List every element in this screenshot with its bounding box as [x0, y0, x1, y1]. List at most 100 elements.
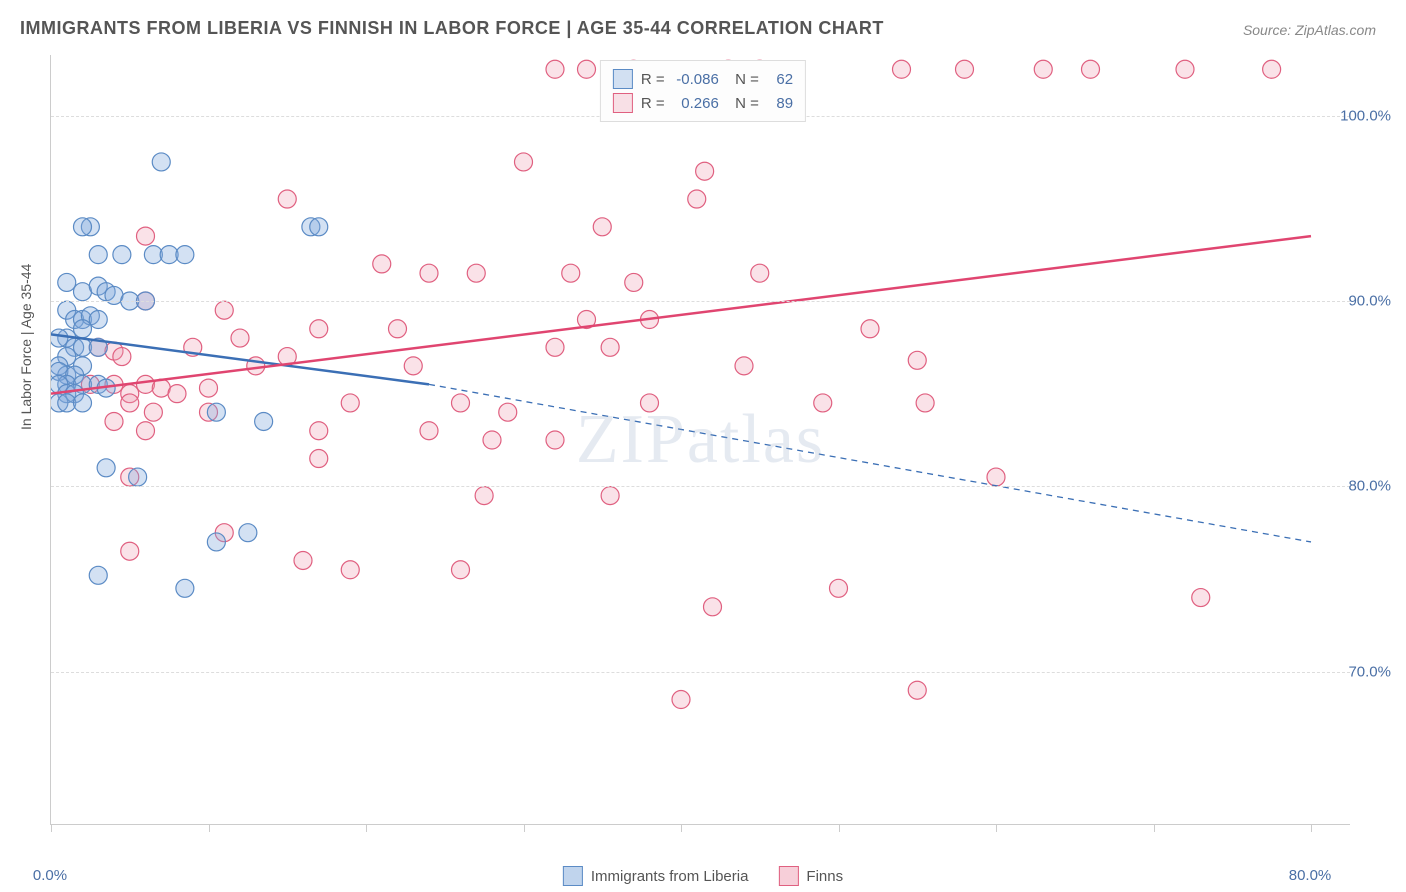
scatter-point — [625, 273, 643, 291]
scatter-point — [735, 357, 753, 375]
scatter-point — [1192, 589, 1210, 607]
scatter-point — [97, 459, 115, 477]
xtick-label: 0.0% — [33, 867, 67, 884]
scatter-point — [121, 394, 139, 412]
xtick — [996, 824, 997, 832]
xtick — [1154, 824, 1155, 832]
scatter-point — [113, 348, 131, 366]
ytick-label: 100.0% — [1340, 107, 1391, 124]
scatter-point — [483, 431, 501, 449]
scatter-point — [129, 468, 147, 486]
scatter-point — [113, 246, 131, 264]
scatter-point — [601, 487, 619, 505]
scatter-point — [121, 542, 139, 560]
scatter-point — [144, 403, 162, 421]
legend-swatch — [613, 93, 633, 113]
legend-item: Finns — [778, 866, 843, 886]
scatter-point — [255, 412, 273, 430]
scatter-point — [420, 422, 438, 440]
legend-n: N = 89 — [727, 95, 793, 112]
scatter-point — [452, 561, 470, 579]
scatter-point — [200, 379, 218, 397]
scatter-point — [601, 338, 619, 356]
scatter-point — [593, 218, 611, 236]
xtick — [366, 824, 367, 832]
xtick — [681, 824, 682, 832]
legend-r: R = -0.086 — [641, 71, 719, 88]
scatter-point — [467, 264, 485, 282]
scatter-point — [420, 264, 438, 282]
chart-source: Source: ZipAtlas.com — [1243, 22, 1376, 38]
scatter-point — [310, 218, 328, 236]
scatter-point — [176, 579, 194, 597]
scatter-point — [578, 60, 596, 78]
scatter-point — [341, 561, 359, 579]
scatter-point — [704, 598, 722, 616]
legend-stats-row: R = -0.086 N = 62 — [613, 67, 793, 91]
regression-line — [51, 236, 1311, 394]
scatter-point — [404, 357, 422, 375]
scatter-point — [546, 60, 564, 78]
scatter-point — [908, 351, 926, 369]
chart-container: IMMIGRANTS FROM LIBERIA VS FINNISH IN LA… — [0, 0, 1406, 892]
scatter-point — [168, 385, 186, 403]
scatter-point — [89, 566, 107, 584]
scatter-svg — [51, 55, 1351, 825]
xtick — [209, 824, 210, 832]
scatter-point — [74, 218, 92, 236]
scatter-point — [908, 681, 926, 699]
scatter-point — [499, 403, 517, 421]
ytick-label: 80.0% — [1348, 478, 1391, 495]
scatter-point — [207, 403, 225, 421]
scatter-point — [893, 60, 911, 78]
scatter-point — [1082, 60, 1100, 78]
gridline-h — [51, 672, 1350, 673]
scatter-point — [137, 227, 155, 245]
legend-swatch — [613, 69, 633, 89]
scatter-point — [215, 301, 233, 319]
scatter-point — [310, 422, 328, 440]
scatter-point — [641, 394, 659, 412]
chart-title: IMMIGRANTS FROM LIBERIA VS FINNISH IN LA… — [20, 18, 884, 39]
scatter-point — [373, 255, 391, 273]
legend-r: R = 0.266 — [641, 95, 719, 112]
scatter-point — [987, 468, 1005, 486]
legend-label: Immigrants from Liberia — [591, 868, 749, 885]
scatter-point — [546, 338, 564, 356]
scatter-point — [74, 394, 92, 412]
scatter-point — [688, 190, 706, 208]
scatter-point — [546, 431, 564, 449]
scatter-point — [515, 153, 533, 171]
scatter-point — [1034, 60, 1052, 78]
legend-swatch — [563, 866, 583, 886]
legend-item: Immigrants from Liberia — [563, 866, 749, 886]
scatter-point — [152, 153, 170, 171]
scatter-point — [751, 264, 769, 282]
scatter-point — [341, 394, 359, 412]
scatter-point — [207, 533, 225, 551]
xtick — [839, 824, 840, 832]
xtick — [524, 824, 525, 832]
scatter-point — [278, 190, 296, 208]
scatter-point — [389, 320, 407, 338]
scatter-point — [294, 551, 312, 569]
scatter-point — [310, 320, 328, 338]
xtick — [51, 824, 52, 832]
scatter-point — [89, 311, 107, 329]
scatter-point — [1263, 60, 1281, 78]
scatter-point — [1176, 60, 1194, 78]
legend-label: Finns — [806, 868, 843, 885]
scatter-point — [231, 329, 249, 347]
plot-area: ZIPatlas — [50, 55, 1350, 825]
xtick-label: 80.0% — [1289, 867, 1332, 884]
scatter-point — [452, 394, 470, 412]
scatter-point — [74, 320, 92, 338]
scatter-point — [51, 329, 68, 347]
gridline-h — [51, 301, 1350, 302]
scatter-point — [137, 422, 155, 440]
scatter-point — [475, 487, 493, 505]
legend-stats: R = -0.086 N = 62 R = 0.266 N = 89 — [600, 60, 806, 122]
scatter-point — [956, 60, 974, 78]
scatter-point — [137, 375, 155, 393]
scatter-point — [916, 394, 934, 412]
